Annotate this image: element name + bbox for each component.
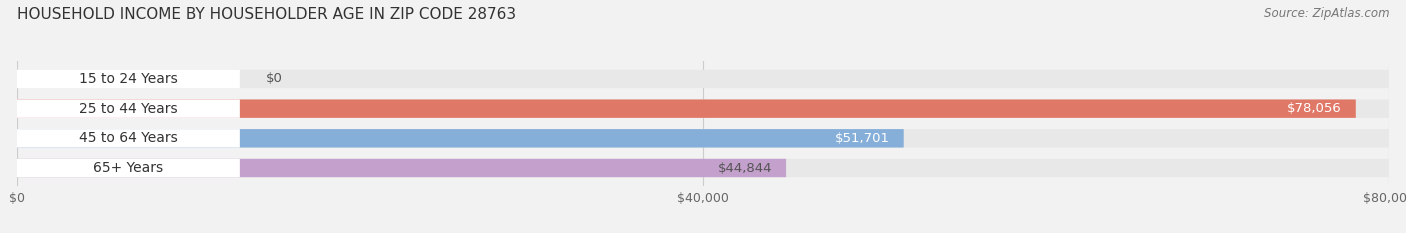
FancyBboxPatch shape: [17, 70, 240, 88]
Text: HOUSEHOLD INCOME BY HOUSEHOLDER AGE IN ZIP CODE 28763: HOUSEHOLD INCOME BY HOUSEHOLDER AGE IN Z…: [17, 7, 516, 22]
FancyBboxPatch shape: [17, 159, 240, 177]
FancyBboxPatch shape: [17, 99, 1389, 118]
FancyBboxPatch shape: [17, 159, 1389, 177]
Text: Source: ZipAtlas.com: Source: ZipAtlas.com: [1264, 7, 1389, 20]
Text: $0: $0: [266, 72, 283, 86]
FancyBboxPatch shape: [17, 99, 1355, 118]
FancyBboxPatch shape: [17, 129, 240, 147]
Text: $78,056: $78,056: [1288, 102, 1343, 115]
Text: $44,844: $44,844: [718, 161, 772, 175]
FancyBboxPatch shape: [17, 129, 1389, 147]
FancyBboxPatch shape: [17, 70, 1389, 88]
Text: 45 to 64 Years: 45 to 64 Years: [79, 131, 177, 145]
Text: 15 to 24 Years: 15 to 24 Years: [79, 72, 177, 86]
FancyBboxPatch shape: [17, 159, 786, 177]
FancyBboxPatch shape: [17, 129, 904, 147]
Text: $51,701: $51,701: [835, 132, 890, 145]
Text: 65+ Years: 65+ Years: [93, 161, 163, 175]
Text: 25 to 44 Years: 25 to 44 Years: [79, 102, 177, 116]
FancyBboxPatch shape: [17, 99, 240, 118]
